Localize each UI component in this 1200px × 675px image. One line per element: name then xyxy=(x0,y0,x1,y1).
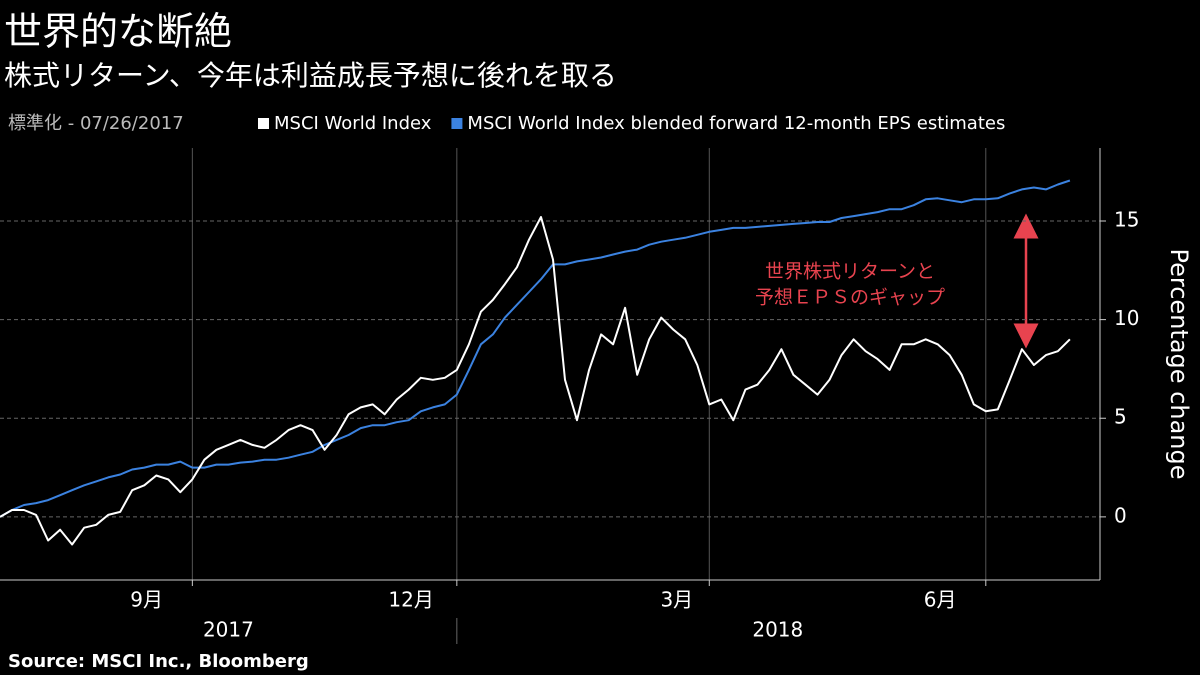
legend: MSCI World Index MSCI World Index blended… xyxy=(258,113,1005,134)
year-label: 2017 xyxy=(203,618,254,642)
x-tick-label: 6月 xyxy=(924,588,957,612)
legend-swatch xyxy=(451,118,463,129)
note: 標準化 - 07/26/2017 xyxy=(8,113,184,134)
y-tick-label: 0 xyxy=(1114,503,1127,527)
legend-label: MSCI World Index xyxy=(274,113,432,134)
annotation: 予想ＥＰＳのギャップ xyxy=(755,287,945,309)
x-tick-label: 9月 xyxy=(130,588,163,612)
series-line xyxy=(0,216,1071,546)
y-tick-label: 5 xyxy=(1114,405,1127,429)
y-tick-label: 10 xyxy=(1114,306,1139,330)
legend-swatch xyxy=(258,118,269,129)
year-label: 2018 xyxy=(752,618,803,642)
chart-subtitle: 株式リターン、今年は利益成長予想に後れを取る xyxy=(4,59,617,92)
source: Source: MSCI Inc., Bloomberg xyxy=(8,651,309,672)
series-line xyxy=(0,179,1071,518)
annotation: 世界株式リターンと xyxy=(765,261,935,283)
x-tick-label: 12月 xyxy=(388,588,433,612)
x-tick-label: 3月 xyxy=(660,588,693,612)
y-axis-label: Percentage change xyxy=(1165,249,1193,480)
chart-title: 世界的な断絶 xyxy=(4,10,232,54)
legend-label: MSCI World Index blended forward 12-mont… xyxy=(467,113,1005,134)
y-tick-label: 15 xyxy=(1114,207,1139,231)
